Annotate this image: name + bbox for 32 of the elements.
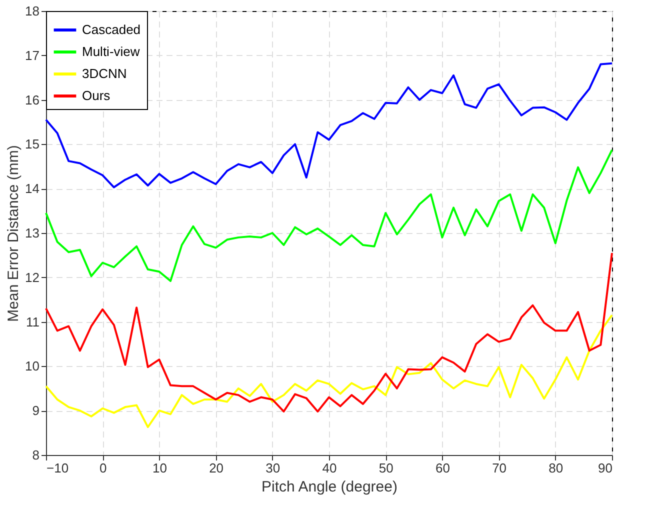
y-tick-label: 11 xyxy=(26,314,40,330)
legend-label: Cascaded xyxy=(82,22,141,37)
legend-label: 3DCNN xyxy=(82,66,127,81)
y-tick-label: 12 xyxy=(25,270,40,285)
legend-label: Ours xyxy=(82,88,111,103)
x-axis-title: Pitch Angle (degree) xyxy=(262,478,398,496)
x-tick-label: −10 xyxy=(46,460,69,476)
y-tick-label: 8 xyxy=(32,448,40,462)
y-tick-label: 10 xyxy=(25,358,40,374)
y-tick-label: 14 xyxy=(25,181,40,196)
y-tick-label: 17 xyxy=(25,48,40,63)
x-tick-label: 20 xyxy=(209,460,224,476)
x-tick-label: 90 xyxy=(598,460,612,476)
line-series xyxy=(45,62,613,188)
line-series xyxy=(45,314,613,428)
x-tick-label: 0 xyxy=(99,460,107,476)
x-tick-label: 50 xyxy=(378,460,394,476)
y-tick-label: 18 xyxy=(25,4,40,18)
line-series xyxy=(45,148,613,282)
x-tick-label: 30 xyxy=(266,460,280,476)
x-tick-label: 80 xyxy=(548,460,564,476)
y-tick-label: 9 xyxy=(32,403,40,418)
x-tick-label: 60 xyxy=(435,460,450,476)
legend-label: Multi-view xyxy=(82,44,140,59)
x-tick-label: 70 xyxy=(492,460,507,476)
y-tick-label: 13 xyxy=(25,226,40,240)
x-tick-label: 40 xyxy=(322,460,337,476)
y-tick-label: 16 xyxy=(25,92,40,108)
x-tick-label: 10 xyxy=(152,460,167,476)
y-axis-title: Mean Error Distance (mm) xyxy=(5,145,22,322)
y-tick-label: 15 xyxy=(25,136,40,152)
line-series xyxy=(45,252,613,412)
